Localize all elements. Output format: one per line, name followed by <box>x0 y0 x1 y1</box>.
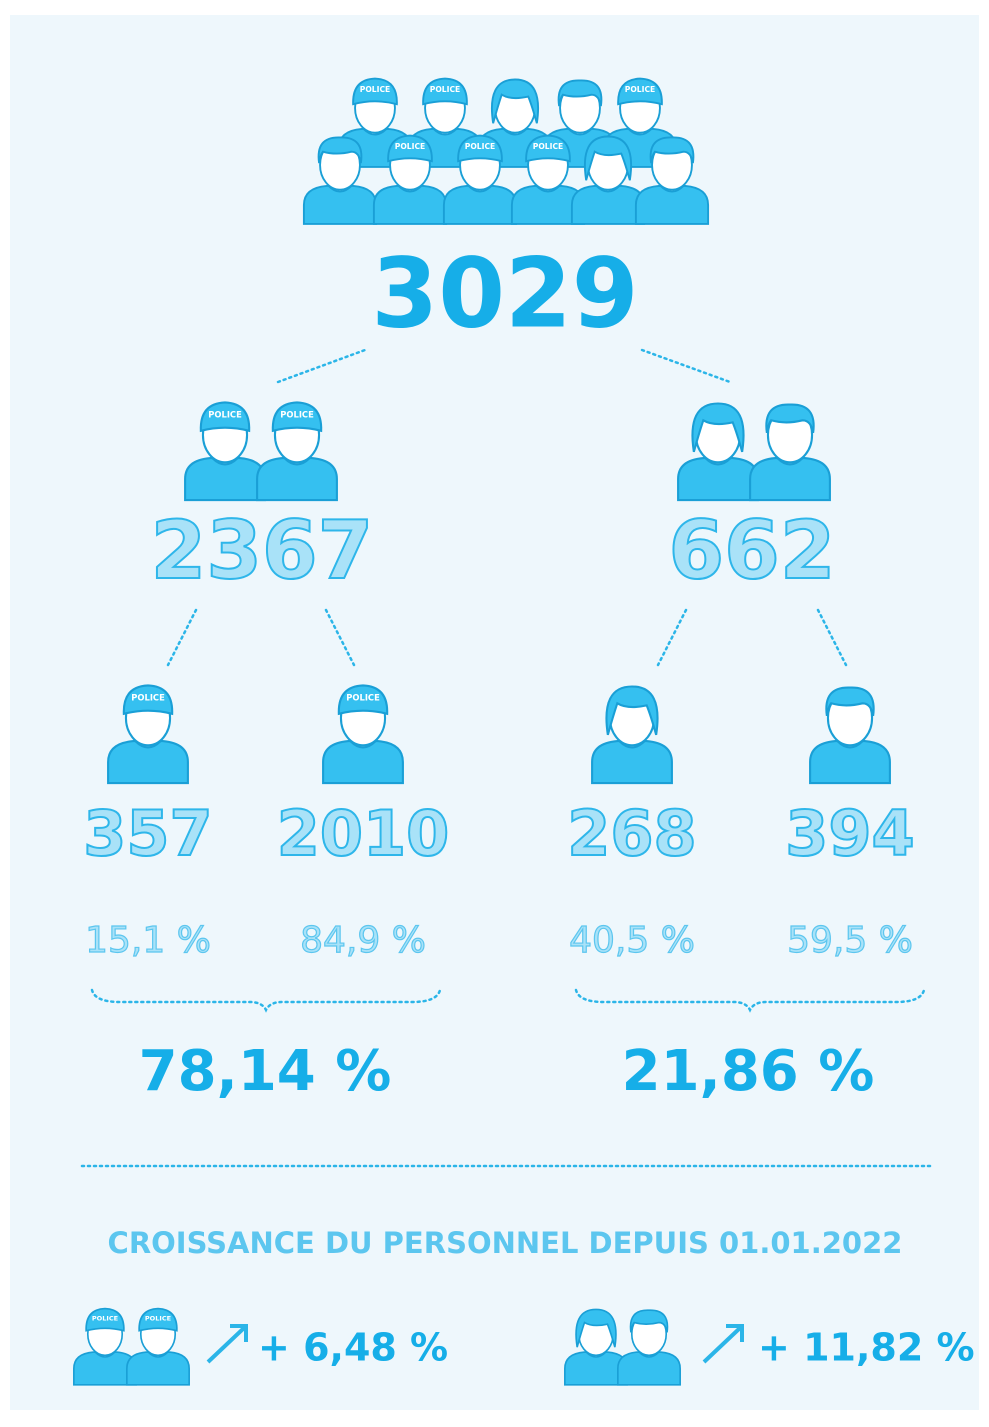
hair <box>691 402 745 453</box>
cap <box>199 401 251 433</box>
cap-label: POLICE <box>430 85 460 94</box>
connector <box>166 608 198 667</box>
cap-label: POLICE <box>625 85 655 94</box>
cap <box>617 77 663 106</box>
subgroup-value: 2010 <box>277 797 450 870</box>
cap <box>352 77 398 106</box>
person-icon: POLICE <box>322 684 404 785</box>
brace <box>574 988 926 1013</box>
person-icon: POLICE <box>126 1307 190 1386</box>
person-icon: POLICE <box>442 134 518 225</box>
connector <box>656 608 688 667</box>
cap <box>138 1307 178 1332</box>
subgroup-value: 394 <box>785 797 914 870</box>
person-icon <box>564 1308 628 1386</box>
person-icon <box>634 136 710 225</box>
connector <box>324 608 356 667</box>
cap <box>85 1307 125 1332</box>
shoulders <box>617 1351 681 1386</box>
hair <box>317 136 363 164</box>
person-icon: POLICE <box>510 134 586 225</box>
group-value: 662 <box>669 504 836 597</box>
cap-label: POLICE <box>92 1314 118 1322</box>
hair <box>825 686 875 717</box>
cap <box>122 684 174 716</box>
hair <box>649 136 695 164</box>
shoulders <box>591 740 673 785</box>
icons: POLICE POLICE POLICE POLICE POLICE POLICE POLI… <box>73 77 891 1386</box>
shoulders <box>322 740 404 785</box>
connector <box>640 348 732 384</box>
person-icon <box>302 136 378 225</box>
person-icon: POLICE <box>107 684 189 785</box>
cap <box>387 134 433 163</box>
hair <box>765 403 815 434</box>
cap <box>422 77 468 106</box>
person-icon: POLICE <box>73 1307 137 1386</box>
person-icon: POLICE <box>184 401 266 502</box>
cap-label: POLICE <box>395 142 425 151</box>
total: 3029 <box>371 237 638 349</box>
hair <box>490 78 540 124</box>
arrow <box>702 1324 744 1364</box>
subgroup-percent: 15,1 % <box>85 920 211 961</box>
person-icon <box>809 686 891 785</box>
subgroup-value: 268 <box>567 797 696 870</box>
subgroup-percent: 84,9 % <box>300 920 426 961</box>
shoulders <box>107 740 189 785</box>
subgroup-value: 357 <box>83 797 212 870</box>
shoulders <box>809 740 891 785</box>
subgroup-percent: 59,5 % <box>787 920 913 961</box>
connector <box>276 348 367 384</box>
cap-label: POLICE <box>280 410 314 420</box>
shoulders <box>126 1351 190 1386</box>
cap <box>271 401 323 433</box>
growth-title: CROISSANCE DU PERSONNEL DEPUIS 01.01.202… <box>108 1226 903 1260</box>
group-value: 2367 <box>151 504 374 597</box>
cap-label: POLICE <box>145 1314 171 1322</box>
cap <box>525 134 571 163</box>
cap-label: POLICE <box>346 693 380 703</box>
subgroup-percent: 40,5 % <box>569 920 695 961</box>
shoulders <box>749 457 831 502</box>
cap <box>457 134 503 163</box>
cap-label: POLICE <box>465 142 495 151</box>
hair <box>557 79 603 107</box>
person-icon <box>591 685 673 785</box>
cap <box>337 684 389 716</box>
shoulders <box>256 457 338 502</box>
brace <box>90 988 442 1013</box>
cap-label: POLICE <box>208 410 242 420</box>
growth-value: + 11,82 % <box>758 1326 975 1370</box>
group-share: 78,14 % <box>139 1039 392 1104</box>
cap-label: POLICE <box>131 693 165 703</box>
arrow <box>206 1324 248 1364</box>
person-icon: POLICE <box>256 401 338 502</box>
person-icon <box>749 403 831 502</box>
connector <box>816 608 848 667</box>
person-icon <box>617 1309 681 1386</box>
cap-label: POLICE <box>533 142 563 151</box>
growth-value: + 6,48 % <box>258 1326 448 1370</box>
hair <box>629 1309 669 1333</box>
hair <box>583 135 633 181</box>
cap-label: POLICE <box>360 85 390 94</box>
person-icon <box>570 135 646 225</box>
group-share: 21,86 % <box>622 1039 875 1104</box>
hair <box>575 1308 617 1348</box>
shoulders <box>634 184 710 225</box>
hair <box>605 685 659 736</box>
